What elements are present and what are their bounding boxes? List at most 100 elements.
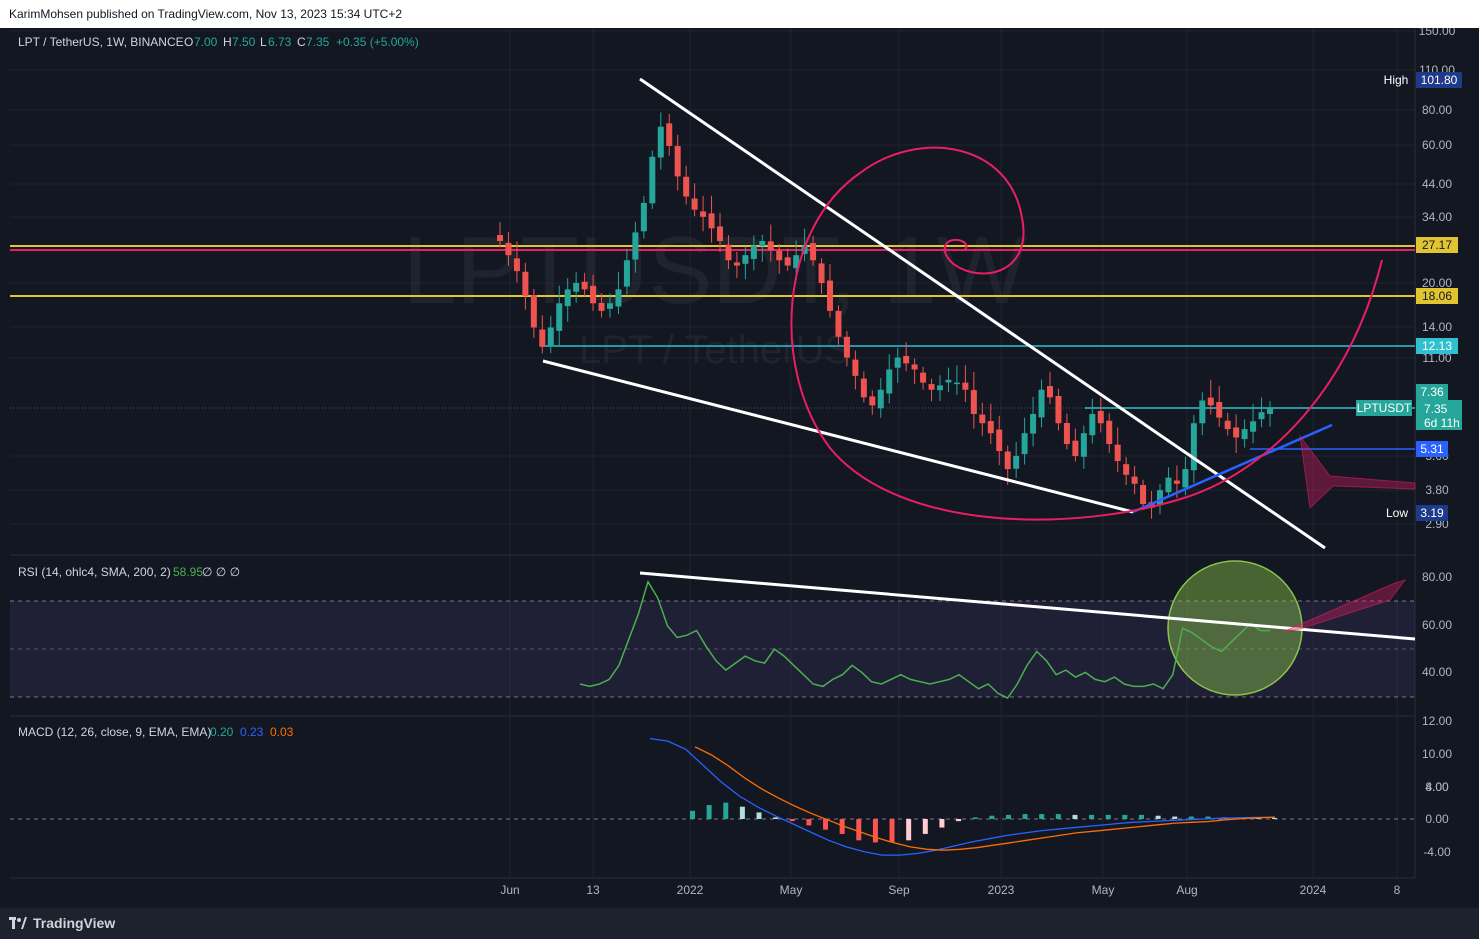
arrow-price-pointer[interactable]: [1299, 434, 1416, 510]
badge-7-36-value: 7.36: [1420, 385, 1444, 399]
rsi-tick-label: 60.00: [1422, 618, 1452, 632]
candle-body: [1157, 490, 1163, 505]
macd-histogram-bar: [756, 812, 762, 819]
candle-body: [860, 378, 867, 398]
badge-18: 18.06: [1416, 288, 1458, 304]
chart-svg[interactable]: LPTUSDT, 1W LPT / TetherUS LPT / TetherU…: [0, 24, 1479, 908]
badge-high-value: 101.80: [1421, 73, 1458, 87]
macd-histogram-bar: [1072, 814, 1078, 819]
candle-body: [497, 235, 503, 242]
candle-body: [1004, 451, 1011, 470]
macd-histogram-bar: [1155, 815, 1161, 819]
rsi-trendline[interactable]: [639, 571, 1416, 641]
macd-tick-label: 0.00: [1425, 812, 1449, 826]
time-tick-label: 2022: [677, 883, 704, 897]
macd-histogram-bar: [889, 819, 895, 843]
candle-body: [784, 257, 791, 266]
macd-tick-label: 4.00: [1425, 780, 1449, 794]
candle-body: [1241, 429, 1248, 440]
candle-body: [742, 255, 749, 264]
macd-histogram[interactable]: [690, 802, 1277, 843]
fibonacci-spiral[interactable]: [790, 146, 1383, 521]
candle-body: [556, 303, 563, 331]
legend-h-label: H: [223, 35, 232, 49]
candle-body: [581, 281, 588, 290]
candle-body: [945, 379, 952, 383]
macd-axis[interactable]: 12.00 10.00 8.00 -4.00 0.00 4.00: [1422, 714, 1452, 859]
candle-body: [877, 389, 884, 409]
badge-low-label: Low: [1386, 506, 1408, 520]
price-tick-label: 14.00: [1422, 320, 1452, 334]
trendline-upper[interactable]: [639, 77, 1326, 550]
legend-low: 6.73: [268, 35, 292, 49]
macd-histogram-bar: [906, 819, 912, 841]
candle-body: [547, 327, 554, 347]
price-tick-label: 150.00: [1419, 28, 1456, 38]
candle-body: [513, 258, 520, 272]
price-tick-label: 11.00: [1422, 351, 1451, 365]
macd-tick-label: 8.00: [1425, 780, 1449, 794]
tradingview-brand: TradingView: [33, 915, 116, 931]
candle-body: [657, 126, 664, 158]
candle-body: [1047, 386, 1053, 398]
candle-body: [810, 243, 817, 261]
macd-label: MACD (12, 26, close, 9, EMA, EMA): [18, 725, 211, 739]
macd-histogram-bar: [989, 815, 995, 819]
watermark-pair: LPT / TetherUS: [579, 328, 851, 372]
candle-body: [827, 280, 833, 311]
candles-group[interactable]: [497, 112, 1273, 519]
candle-body: [674, 145, 681, 177]
candle-body: [996, 429, 1003, 452]
time-axis[interactable]: Jun 13 2022 May Sep 2023 May Aug 2024 8: [500, 883, 1400, 897]
price-pane[interactable]: [10, 28, 1415, 555]
time-tick-label: 8: [1394, 883, 1401, 897]
price-tick-label: 3.80: [1425, 483, 1449, 497]
candle-body: [1140, 485, 1147, 505]
candle-body: [979, 414, 986, 424]
macd-histogram-bar: [789, 819, 795, 822]
macd-line[interactable]: [649, 737, 1275, 856]
tradingview-logo-icon: [9, 917, 27, 929]
time-tick-label: 2023: [988, 883, 1015, 897]
price-legend: LPT / TetherUS, 1W, BINANCE O 7.00 H 7.5…: [18, 35, 419, 49]
candle-body: [700, 211, 707, 217]
macd-histogram-bar: [1255, 818, 1261, 819]
candle-body: [505, 242, 512, 256]
rsi-tick-label: 80.00: [1422, 570, 1452, 584]
candle-body: [530, 294, 537, 328]
candle-body: [640, 202, 647, 232]
macd-histogram-bar: [806, 819, 812, 826]
signal-line[interactable]: [694, 746, 1276, 851]
footer-bar: TradingView: [0, 908, 1479, 939]
watermark-symbol: LPTUSDT, 1W: [403, 217, 1027, 324]
tradingview-logo[interactable]: TradingView: [9, 915, 115, 931]
badge-27-value: 27.17: [1422, 238, 1452, 252]
candle-body: [1030, 413, 1037, 434]
chart-area[interactable]: LPTUSDT, 1W LPT / TetherUS LPT / TetherU…: [0, 24, 1479, 908]
badge-countdown: 6d 11h: [1424, 416, 1460, 430]
badge-12-value: 12.13: [1422, 339, 1452, 353]
candle-body: [987, 421, 994, 434]
candle-body: [573, 282, 580, 292]
macd-histogram-bar: [1172, 816, 1178, 819]
badge-low: Low 3.19: [1382, 505, 1448, 521]
candle-body: [615, 289, 622, 307]
candle-body: [1097, 410, 1104, 424]
macd-histogram-bar: [823, 819, 829, 830]
candle-body: [1106, 420, 1113, 445]
trendline-support-blue[interactable]: [1132, 423, 1333, 514]
candle-body: [607, 303, 613, 309]
badge-ticker: LPTUSDT: [1357, 401, 1412, 415]
legend-c-label: C: [297, 35, 306, 49]
candle-body: [776, 250, 783, 261]
arrow-rsi-pointer[interactable]: [1284, 579, 1407, 632]
legend-change: +0.35 (+5.00%): [336, 35, 419, 49]
vertical-grid: [509, 28, 1398, 878]
badge-7-36: 7.36: [1416, 384, 1448, 400]
candle-body: [1165, 477, 1172, 493]
trendline-lower[interactable]: [542, 359, 1134, 514]
rsi-line[interactable]: [579, 579, 1271, 699]
rsi-axis[interactable]: 80.00 60.00 40.00: [1422, 570, 1452, 679]
time-tick-label: May: [1092, 883, 1115, 897]
candle-body: [869, 396, 876, 406]
